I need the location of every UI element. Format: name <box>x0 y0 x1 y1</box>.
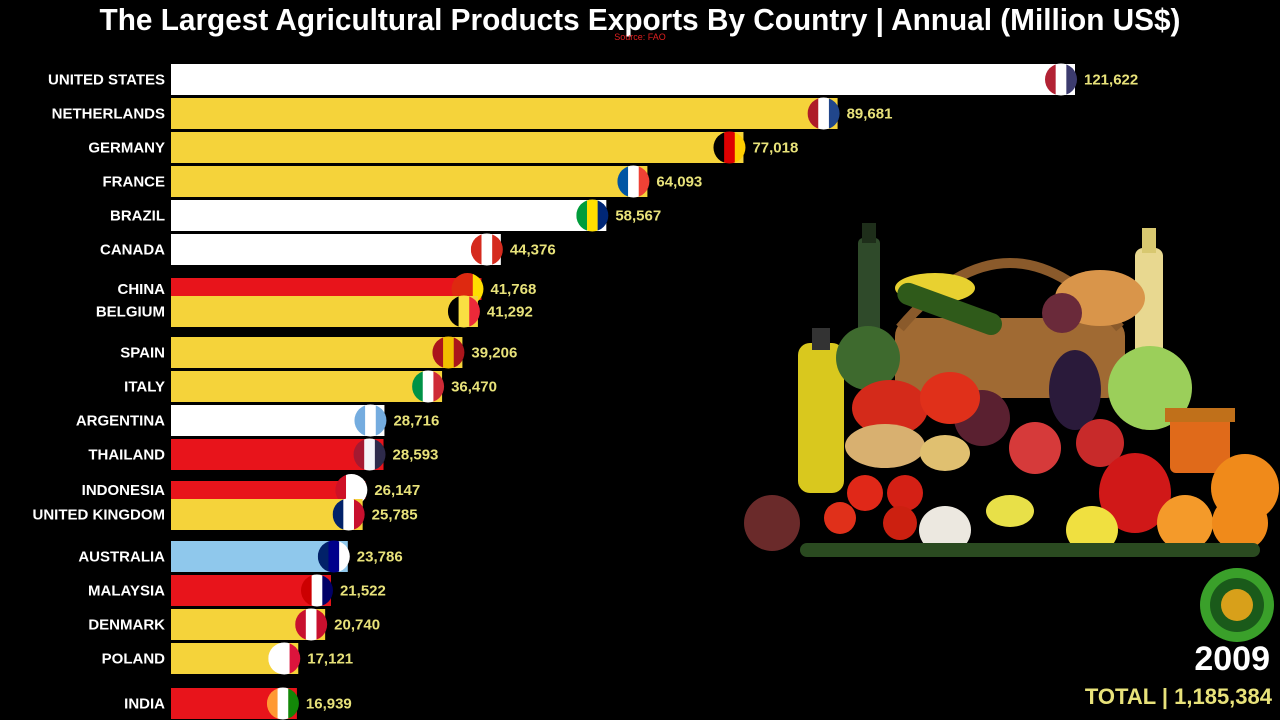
bar-canada <box>171 234 501 265</box>
total-label: TOTAL | 1,185,384 <box>1084 684 1272 709</box>
country-label: AUSTRALIA <box>78 549 165 566</box>
value-label: 36,470 <box>451 379 497 396</box>
country-label: UNITED STATES <box>48 72 165 89</box>
flag-india-icon <box>266 687 299 720</box>
flag-uk-icon <box>332 498 365 531</box>
value-label: 64,093 <box>656 174 702 191</box>
value-label: 41,768 <box>490 281 536 298</box>
value-label: 58,567 <box>615 208 661 225</box>
value-label: 28,716 <box>393 413 439 430</box>
bar-netherlands <box>171 98 838 129</box>
flag-thailand-icon <box>353 438 386 471</box>
value-label: 121,622 <box>1084 72 1138 89</box>
channel-logo-icon <box>1200 568 1274 642</box>
flag-poland-icon <box>268 642 301 675</box>
flag-malaysia-icon <box>300 574 333 607</box>
bar-indonesia <box>171 481 366 499</box>
value-label: 20,740 <box>334 617 380 634</box>
country-label: BELGIUM <box>96 304 165 321</box>
country-label: ITALY <box>124 379 165 396</box>
value-label: 44,376 <box>510 242 556 259</box>
flag-france-icon <box>617 165 650 198</box>
value-label: 21,522 <box>340 583 386 600</box>
flag-denmark-icon <box>295 608 328 641</box>
flag-germany-icon <box>713 131 746 164</box>
bar-spain <box>171 337 463 368</box>
flag-belgium-icon <box>447 295 480 328</box>
flag-usa-icon <box>1045 63 1077 96</box>
country-label: UNITED KINGDOM <box>33 507 166 524</box>
produce-basket-image <box>744 223 1279 557</box>
bar-argentina <box>171 405 385 436</box>
bar-united-kingdom <box>171 499 363 530</box>
value-label: 16,939 <box>306 696 352 713</box>
flag-argentina-icon <box>354 404 387 437</box>
bar-thailand <box>171 439 384 470</box>
value-label: 41,292 <box>487 304 533 321</box>
bar-france <box>171 166 648 197</box>
flag-china-icon <box>451 273 484 305</box>
country-label: CHINA <box>118 281 166 298</box>
bar-germany <box>171 132 744 163</box>
country-label: INDONESIA <box>82 482 166 499</box>
country-label: GERMANY <box>88 140 165 157</box>
value-label: 39,206 <box>471 345 517 362</box>
bar-china <box>171 278 482 300</box>
country-label: POLAND <box>102 651 166 668</box>
year-label: 2009 <box>1194 640 1270 678</box>
country-label: DENMARK <box>88 617 165 634</box>
flag-brazil-icon <box>576 199 609 232</box>
country-label: ARGENTINA <box>76 413 165 430</box>
country-label: BRAZIL <box>110 208 165 225</box>
bar-united-states <box>171 64 1075 95</box>
flag-netherlands-icon <box>807 97 840 130</box>
value-label: 77,018 <box>752 140 798 157</box>
chart-title: The Largest Agricultural Products Export… <box>99 2 1181 37</box>
flag-australia-icon <box>317 540 350 573</box>
flag-italy-icon <box>412 370 445 403</box>
source-note: Source: FAO <box>614 32 666 42</box>
country-label: NETHERLANDS <box>52 106 165 123</box>
country-label: FRANCE <box>103 174 166 191</box>
value-label: 89,681 <box>847 106 893 123</box>
flag-indonesia-icon <box>335 474 368 506</box>
value-label: 23,786 <box>357 549 403 566</box>
country-label: THAILAND <box>88 447 165 464</box>
country-label: CANADA <box>100 242 165 259</box>
value-label: 28,593 <box>393 447 439 464</box>
country-label: SPAIN <box>120 345 165 362</box>
value-label: 25,785 <box>372 507 418 524</box>
country-label: MALAYSIA <box>88 583 165 600</box>
bar-italy <box>171 371 443 402</box>
country-label: INDIA <box>124 696 165 713</box>
flag-canada-icon <box>470 233 503 266</box>
value-label: 17,121 <box>307 651 353 668</box>
bar-brazil <box>171 200 607 231</box>
bar-belgium <box>171 296 478 327</box>
value-label: 26,147 <box>374 482 420 499</box>
flag-spain-icon <box>432 336 465 369</box>
